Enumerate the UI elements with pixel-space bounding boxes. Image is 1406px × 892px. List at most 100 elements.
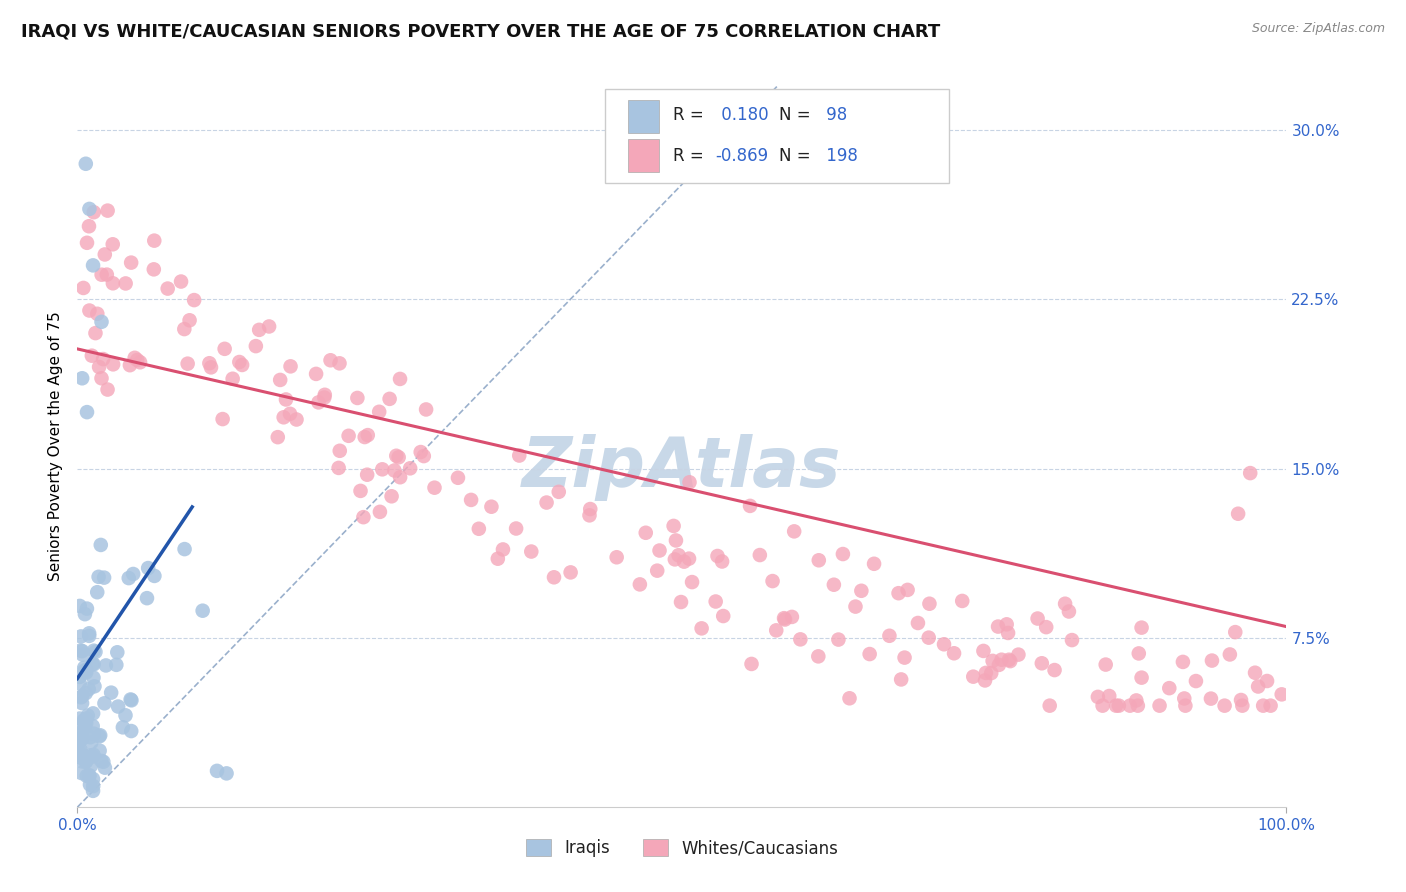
- Point: [72, 648, 94, 662]
- Point: [1060, 633, 1083, 648]
- Point: [70, 371, 93, 385]
- Point: [1260, 698, 1282, 713]
- Point: [136, 591, 159, 606]
- Point: [1043, 663, 1066, 677]
- Point: [773, 611, 796, 625]
- Text: N =: N =: [779, 106, 815, 124]
- Point: [285, 412, 308, 426]
- Point: [789, 632, 811, 647]
- Point: [75, 716, 97, 731]
- Point: [1130, 671, 1153, 685]
- Point: [1239, 466, 1261, 480]
- Point: [349, 483, 371, 498]
- Point: [1159, 681, 1181, 695]
- Point: [1000, 654, 1022, 668]
- Point: [998, 653, 1021, 667]
- Point: [76, 712, 98, 726]
- Text: 198: 198: [821, 147, 858, 165]
- Text: R =: R =: [673, 106, 710, 124]
- Point: [143, 234, 166, 248]
- Point: [124, 351, 146, 365]
- Point: [75, 686, 97, 700]
- Point: [89, 728, 111, 742]
- Point: [741, 657, 763, 671]
- Point: [1105, 698, 1128, 713]
- Point: [536, 495, 558, 509]
- Point: [314, 388, 336, 402]
- Point: [385, 449, 408, 463]
- Point: [389, 372, 412, 386]
- Point: [70, 696, 93, 710]
- Point: [70, 716, 93, 731]
- Point: [508, 449, 530, 463]
- Point: [69, 670, 91, 684]
- Point: [274, 392, 297, 407]
- Point: [711, 609, 734, 624]
- Point: [120, 693, 142, 707]
- Point: [70, 755, 93, 769]
- Point: [90, 754, 112, 768]
- Point: [932, 637, 955, 651]
- Point: [82, 779, 104, 793]
- Point: [142, 262, 165, 277]
- Point: [761, 574, 783, 588]
- Point: [1007, 648, 1029, 662]
- Point: [628, 577, 651, 591]
- Text: 0.180: 0.180: [716, 106, 768, 124]
- Point: [704, 594, 727, 608]
- Point: [72, 644, 94, 658]
- Legend: Iraqis, Whites/Caucasians: Iraqis, Whites/Caucasians: [519, 832, 845, 864]
- Point: [1201, 654, 1223, 668]
- Point: [368, 505, 391, 519]
- Point: [87, 570, 110, 584]
- Point: [200, 360, 222, 375]
- Point: [107, 699, 129, 714]
- Point: [84, 645, 107, 659]
- Point: [1026, 611, 1049, 625]
- Point: [520, 544, 543, 558]
- Point: [1251, 698, 1274, 713]
- Point: [381, 489, 404, 503]
- Point: [156, 282, 179, 296]
- Point: [543, 570, 565, 584]
- Point: [645, 564, 668, 578]
- Point: [90, 315, 112, 329]
- Point: [82, 657, 104, 671]
- Point: [105, 657, 128, 672]
- Point: [70, 732, 93, 747]
- Point: [120, 255, 142, 269]
- Point: [82, 784, 104, 798]
- Point: [353, 430, 375, 444]
- Point: [399, 461, 422, 475]
- Point: [773, 613, 796, 627]
- Point: [278, 407, 301, 421]
- Point: [974, 673, 997, 688]
- Point: [129, 355, 152, 369]
- Point: [887, 586, 910, 600]
- Point: [247, 323, 270, 337]
- Point: [1225, 625, 1247, 640]
- Text: Source: ZipAtlas.com: Source: ZipAtlas.com: [1251, 22, 1385, 36]
- Point: [76, 405, 98, 419]
- Point: [179, 313, 201, 327]
- Point: [76, 769, 98, 783]
- Point: [648, 543, 671, 558]
- Point: [69, 734, 91, 748]
- Point: [1087, 690, 1109, 704]
- Point: [412, 449, 434, 463]
- Point: [87, 359, 110, 374]
- Point: [83, 657, 105, 672]
- Point: [89, 744, 111, 758]
- Point: [215, 766, 238, 780]
- Point: [389, 470, 412, 484]
- Point: [69, 745, 91, 759]
- Point: [547, 484, 569, 499]
- Point: [634, 525, 657, 540]
- Point: [783, 524, 806, 539]
- Point: [79, 731, 101, 745]
- Point: [70, 731, 93, 745]
- Point: [1119, 698, 1142, 713]
- Point: [69, 750, 91, 764]
- Point: [257, 319, 280, 334]
- Point: [807, 553, 830, 567]
